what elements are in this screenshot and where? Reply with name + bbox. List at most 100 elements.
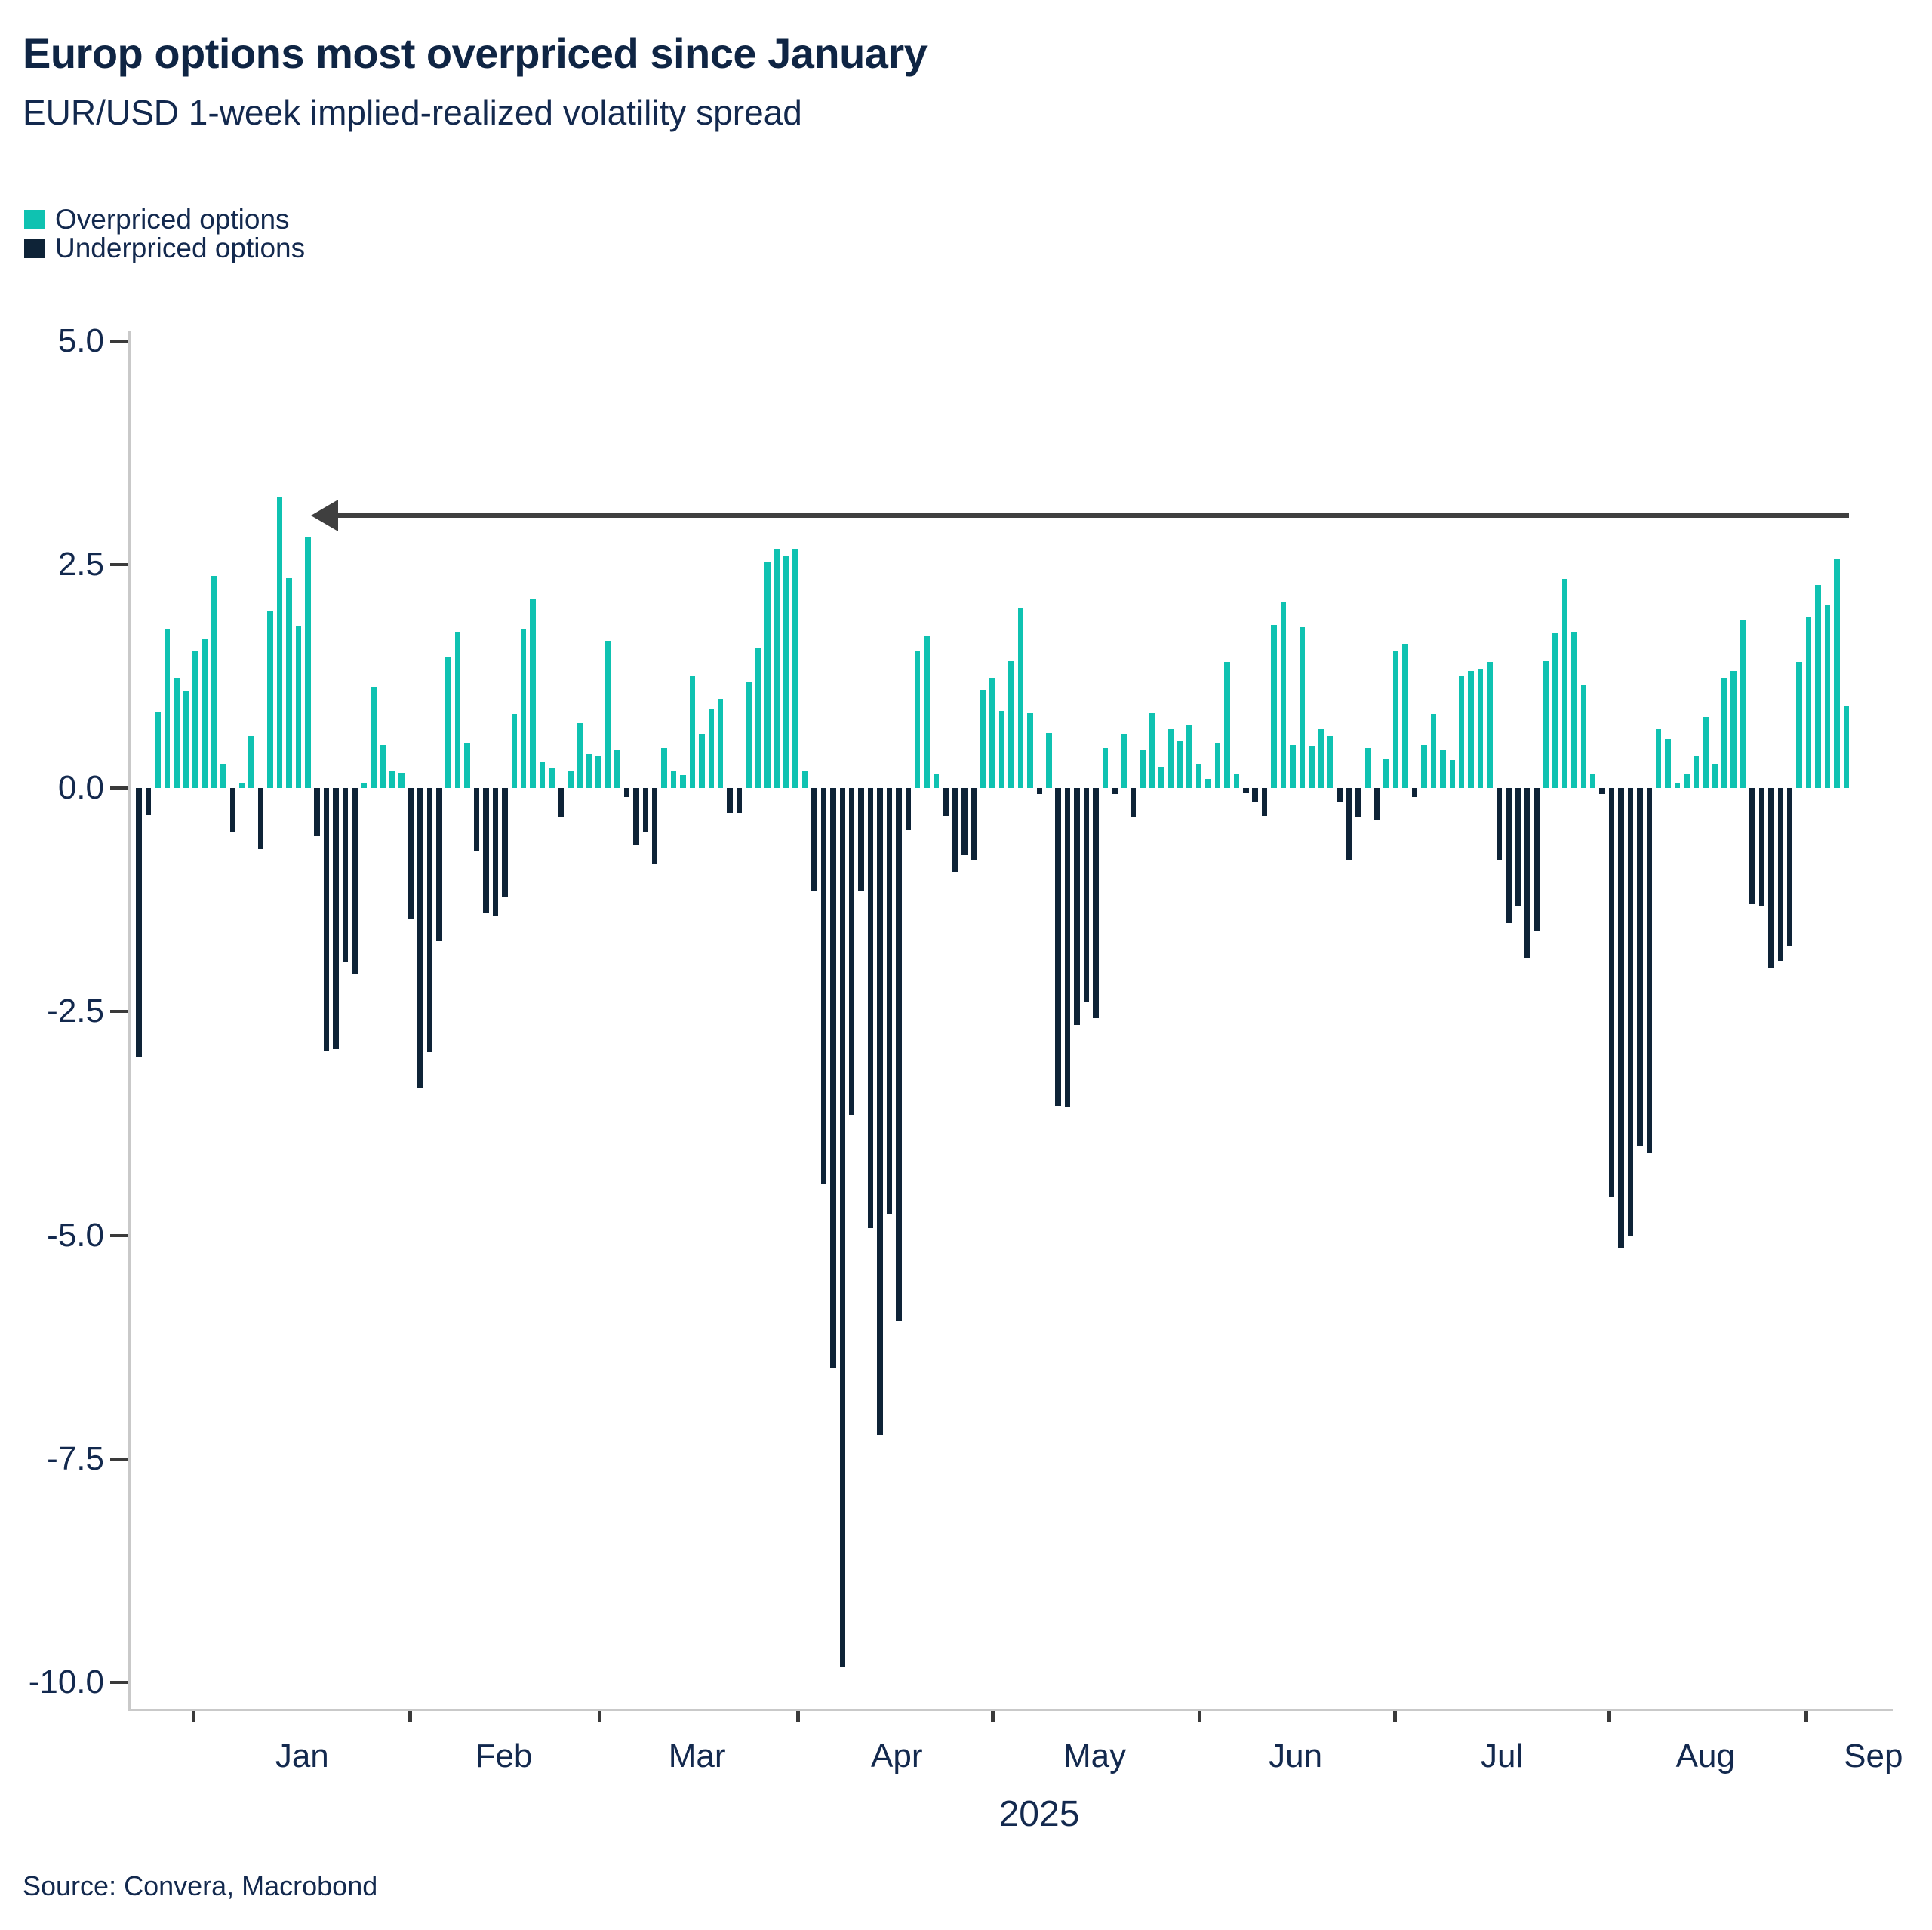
y-tick-mark (110, 1681, 128, 1684)
bar (1346, 788, 1352, 860)
bar (961, 788, 968, 855)
bar (1468, 670, 1474, 788)
bar (1083, 788, 1090, 1003)
bar (867, 788, 874, 1228)
x-tick-label: Apr (871, 1738, 923, 1775)
bar (1758, 788, 1765, 907)
x-tick-mark (991, 1711, 995, 1722)
legend-label-underpriced: Underpriced options (55, 232, 306, 263)
bar (1637, 788, 1643, 1146)
bar (605, 640, 611, 788)
bar (1777, 788, 1783, 961)
bar (670, 771, 677, 788)
bar (1280, 602, 1287, 788)
bar (1177, 741, 1183, 788)
bar (483, 788, 489, 913)
bar (586, 754, 592, 788)
bar (286, 577, 292, 788)
bar (914, 650, 921, 788)
bar (989, 678, 995, 788)
bar (1599, 788, 1605, 795)
bar (408, 788, 414, 919)
bar (1608, 788, 1615, 1197)
bar (1749, 788, 1755, 905)
bar (417, 788, 423, 1088)
bar (1627, 788, 1634, 1236)
bar (1421, 745, 1427, 788)
chart-title: Europ options most overpriced since Janu… (23, 29, 928, 77)
bar (1703, 717, 1709, 788)
bar (1205, 779, 1211, 789)
y-tick-label: -5.0 (47, 1216, 104, 1254)
bar (633, 788, 639, 845)
bar (398, 772, 405, 788)
bar (1186, 724, 1192, 788)
bar (943, 788, 949, 816)
bar (577, 722, 583, 788)
bar (1233, 774, 1240, 788)
x-tick-label: May (1063, 1738, 1127, 1775)
bar (755, 648, 761, 788)
bar (1487, 661, 1493, 788)
legend-label-overpriced: Overpriced options (55, 204, 290, 235)
bar (595, 756, 601, 788)
bar (1515, 788, 1521, 907)
bar (202, 639, 208, 788)
bar (568, 771, 574, 788)
bar (1796, 661, 1802, 788)
bar (1561, 578, 1568, 788)
x-tick-label: Jan (275, 1738, 329, 1775)
bar (1843, 706, 1849, 788)
bar (333, 788, 339, 1049)
bar (1290, 745, 1296, 788)
bar (1261, 788, 1268, 816)
x-tick-label: Jun (1269, 1738, 1323, 1775)
bar (371, 687, 377, 788)
bar (1327, 736, 1334, 788)
bar (1055, 788, 1061, 1106)
x-axis-year-label: 2025 (998, 1794, 1080, 1834)
bar (1214, 743, 1221, 789)
bar (661, 747, 667, 788)
x-tick-mark (408, 1711, 413, 1722)
bar (549, 768, 555, 788)
bar (717, 698, 724, 788)
bar (783, 555, 789, 788)
bar (708, 708, 714, 788)
bar (1440, 750, 1446, 788)
bar (1355, 788, 1361, 818)
bar (820, 788, 827, 1184)
bar (839, 788, 845, 1667)
bar (1552, 633, 1558, 788)
bar (971, 788, 977, 860)
bar (1411, 788, 1418, 797)
bar (877, 788, 883, 1435)
bar (1130, 788, 1137, 818)
bar (1786, 788, 1793, 946)
bar (736, 788, 743, 814)
bar (436, 788, 442, 941)
bar (1224, 661, 1230, 788)
bar (774, 549, 780, 788)
bar (1383, 759, 1389, 788)
bar (811, 788, 817, 891)
bar (1036, 788, 1042, 795)
bar (174, 678, 180, 788)
bar (1074, 788, 1080, 1025)
bar (689, 675, 696, 788)
bar (1458, 676, 1465, 788)
bar (314, 788, 320, 836)
bar (1740, 620, 1746, 788)
bar (1064, 788, 1071, 1107)
bar (858, 788, 864, 891)
bar (558, 788, 565, 818)
bar (1392, 650, 1399, 788)
bar (1093, 788, 1099, 1018)
bar (192, 651, 198, 788)
bar (229, 788, 236, 833)
chart-subtitle: EUR/USD 1-week implied-realized volatili… (23, 93, 802, 132)
bar (1506, 788, 1512, 923)
bar (1299, 626, 1306, 788)
bar (905, 788, 911, 830)
